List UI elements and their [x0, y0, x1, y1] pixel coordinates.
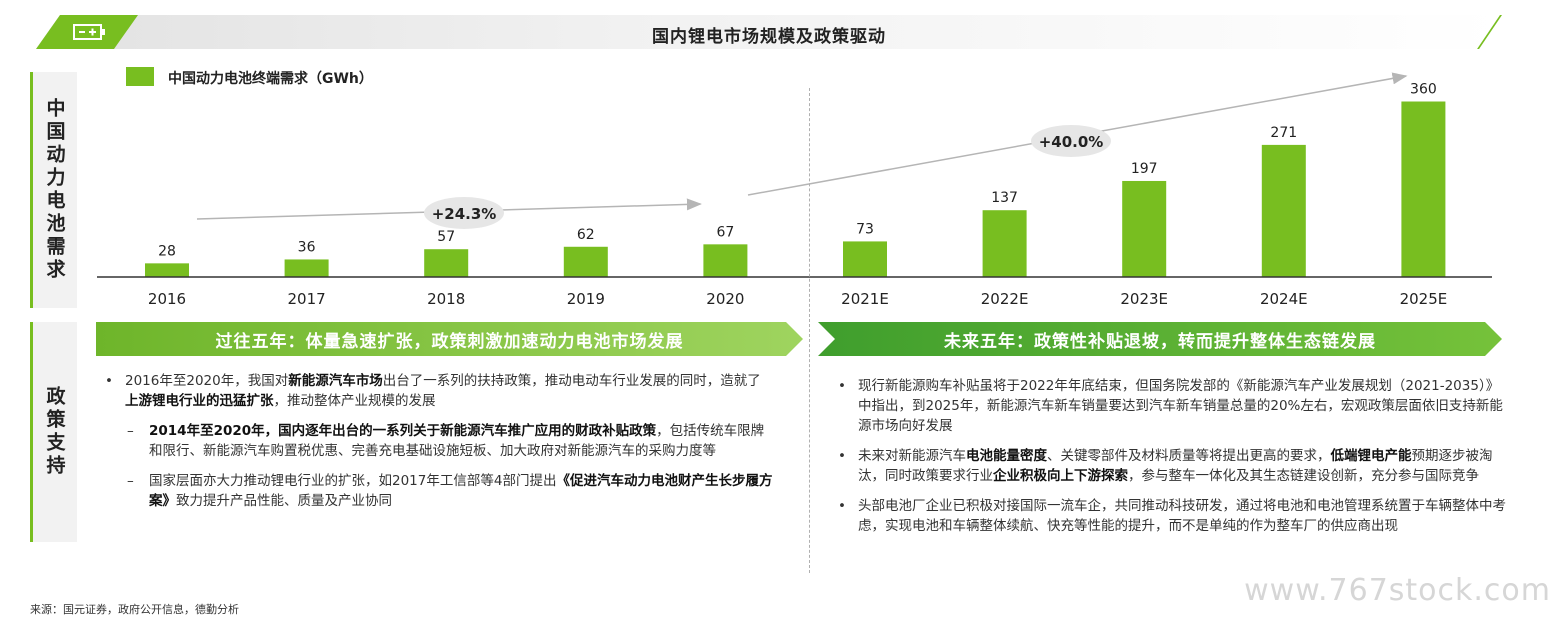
- x-tick-label: 2017: [288, 290, 326, 308]
- battery-icon: [73, 24, 105, 40]
- x-tick-label: 2019: [567, 290, 605, 308]
- x-tick-label: 2024E: [1260, 290, 1308, 308]
- list-subitem: 2014年至2020年，国内逐年出台的一系列关于新能源汽车推广应用的财政补贴政策…: [103, 421, 773, 461]
- past-five-years-title: 过往五年：体量急速扩张，政策刺激加速动力电池市场发展: [215, 331, 684, 352]
- bar-2024E: [1261, 144, 1306, 277]
- demand-bar-chart: 中国动力电池终端需求（GWh） 28 36 57 62 67 73 137 197 271 360…: [97, 67, 1492, 308]
- bar-2019: [563, 246, 608, 277]
- bar-value-label: 197: [1131, 161, 1158, 177]
- bar-value-label: 137: [991, 190, 1018, 206]
- bar-2023E: [1122, 180, 1167, 277]
- banner-background: [36, 15, 1502, 49]
- bar-2018: [424, 249, 469, 277]
- x-tick-label: 2021E: [841, 290, 889, 308]
- growth-rate-label: +40.0%: [1039, 133, 1104, 151]
- bar-value-label: 73: [856, 221, 874, 237]
- legend-label: 中国动力电池终端需求（GWh）: [168, 70, 373, 87]
- demand-side-label: 中国动力电池需求: [30, 72, 77, 308]
- past-policy-list: 2016年至2020年，我国对新能源汽车市场出台了一系列的扶持政策，推动电动车行…: [103, 371, 773, 521]
- bar-value-label: 28: [158, 243, 176, 259]
- future-policy-list: 现行新能源购车补贴虽将于2022年年底结束，但国务院发部的《新能源汽车产业发展规…: [836, 376, 1506, 546]
- header-banner: 国内锂电市场规模及政策驱动: [36, 15, 1502, 49]
- bar-2021E: [843, 241, 887, 277]
- growth-rate-bubble: [424, 197, 504, 229]
- watermark: www.767stock.com: [1244, 573, 1551, 608]
- list-item: 现行新能源购车补贴虽将于2022年年底结束，但国务院发部的《新能源汽车产业发展规…: [836, 376, 1506, 436]
- x-tick-label: 2020: [706, 290, 744, 308]
- future-five-years-banner: 未来五年：政策性补贴退坡，转而提升整体生态链发展: [818, 322, 1502, 356]
- period-divider: [809, 88, 810, 573]
- bar-value-label: 67: [716, 224, 734, 240]
- list-item: 未来对新能源汽车电池能量密度、关键零部件及材料质量等将提出更高的要求，低端锂电产…: [836, 446, 1506, 486]
- bar-value-label: 57: [437, 229, 455, 245]
- list-item: 2016年至2020年，我国对新能源汽车市场出台了一系列的扶持政策，推动电动车行…: [103, 371, 773, 411]
- bar-2025E: [1401, 101, 1446, 277]
- list-subitem: 国家层面亦大力推动锂电行业的扩张，如2017年工信部等4部门提出《促进汽车动力电…: [103, 471, 773, 511]
- x-tick-label: 2023E: [1120, 290, 1168, 308]
- bar-2016: [145, 263, 189, 277]
- past-five-years-banner: 过往五年：体量急速扩张，政策刺激加速动力电池市场发展: [96, 322, 803, 356]
- x-tick-label: 2018: [427, 290, 465, 308]
- growth-rate-label: +24.3%: [432, 205, 497, 223]
- legend-swatch: [126, 67, 154, 86]
- bar-value-label: 62: [577, 227, 595, 243]
- policy-side-label: 政策支持: [30, 322, 77, 542]
- bar-2020: [703, 244, 748, 277]
- bar-value-label: 360: [1410, 82, 1437, 98]
- source-note: 来源：国元证券，政府公开信息，德勤分析: [30, 603, 239, 616]
- bar-value-label: 271: [1270, 125, 1297, 141]
- policy-label-text: 政策支持: [43, 386, 66, 478]
- page-title: 国内锂电市场规模及政策驱动: [652, 27, 886, 47]
- bar-value-label: 36: [298, 239, 316, 255]
- x-tick-label: 2025E: [1400, 290, 1448, 308]
- bar-2022E: [982, 210, 1027, 277]
- bar-2017: [284, 259, 329, 277]
- growth-rate-bubble: [1031, 125, 1111, 157]
- x-tick-label: 2022E: [981, 290, 1029, 308]
- future-five-years-title: 未来五年：政策性补贴退坡，转而提升整体生态链发展: [944, 331, 1376, 352]
- demand-label-text: 中国动力电池需求: [43, 98, 66, 282]
- list-item: 头部电池厂企业已积极对接国际一流车企，共同推动科技研发，通过将电池和电池管理系统…: [836, 496, 1506, 536]
- x-tick-label: 2016: [148, 290, 186, 308]
